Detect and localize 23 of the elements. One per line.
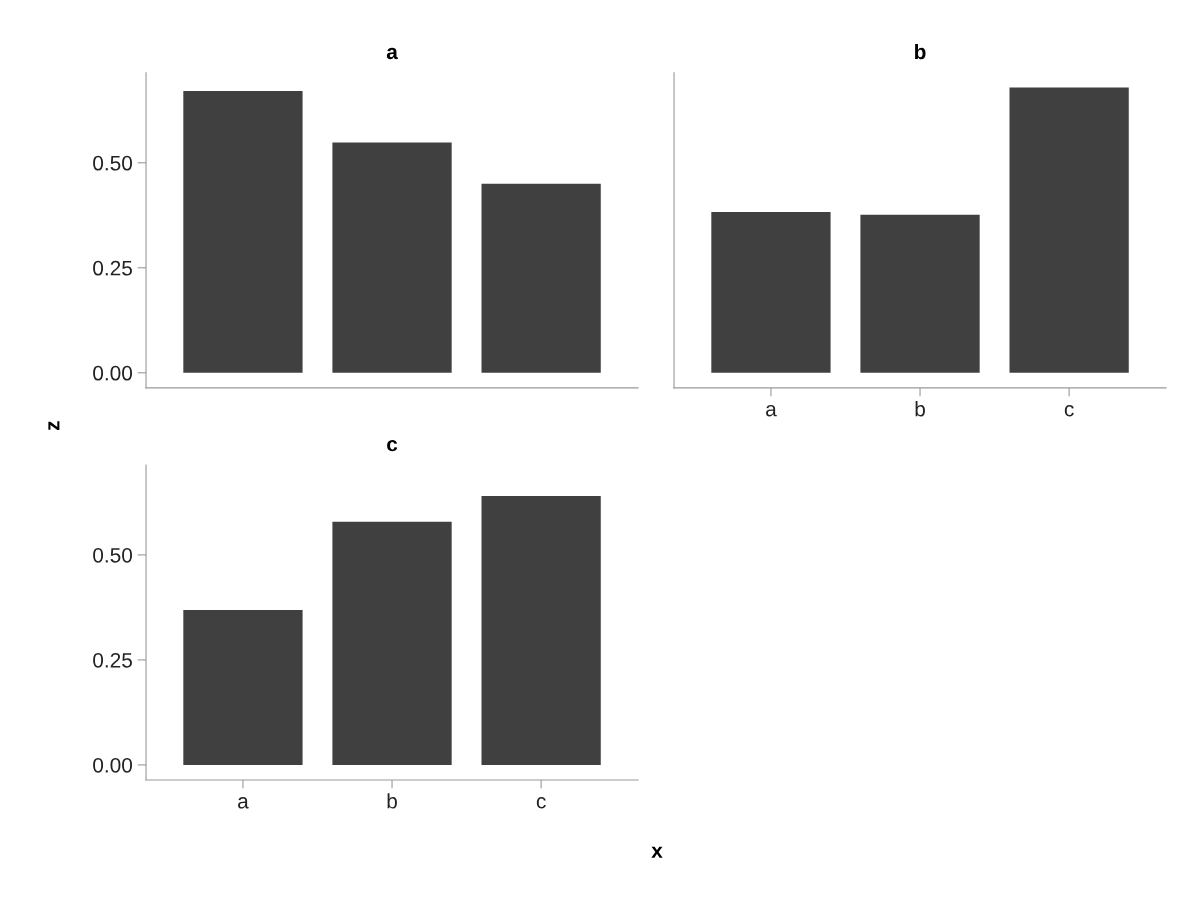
chart-title: c xyxy=(387,439,398,452)
bar xyxy=(332,142,452,373)
y-tick-label: 0.00 xyxy=(93,365,133,381)
chart-title: b xyxy=(915,43,926,60)
y-axis-title: z xyxy=(48,421,60,431)
x-tick-label: a xyxy=(766,404,777,417)
bar xyxy=(481,496,601,765)
bar xyxy=(332,521,452,765)
y-tick-label: 0.00 xyxy=(93,757,133,773)
bar xyxy=(183,90,303,373)
bar xyxy=(183,609,303,765)
y-tick-label: 0.50 xyxy=(93,155,133,171)
bar xyxy=(481,183,601,373)
y-tick-label: 0.25 xyxy=(93,260,132,276)
chart-title: a xyxy=(386,47,398,60)
x-tick-label: b xyxy=(915,401,925,417)
x-tick-label: b xyxy=(387,793,397,809)
y-tick-label: 0.50 xyxy=(93,547,133,563)
x-tick-label: a xyxy=(238,797,249,809)
x-tick-label: c xyxy=(1064,404,1074,417)
x-tick-label: c xyxy=(536,797,546,809)
x-axis-title: x xyxy=(651,846,663,858)
y-tick-label: 0.25 xyxy=(93,652,132,668)
